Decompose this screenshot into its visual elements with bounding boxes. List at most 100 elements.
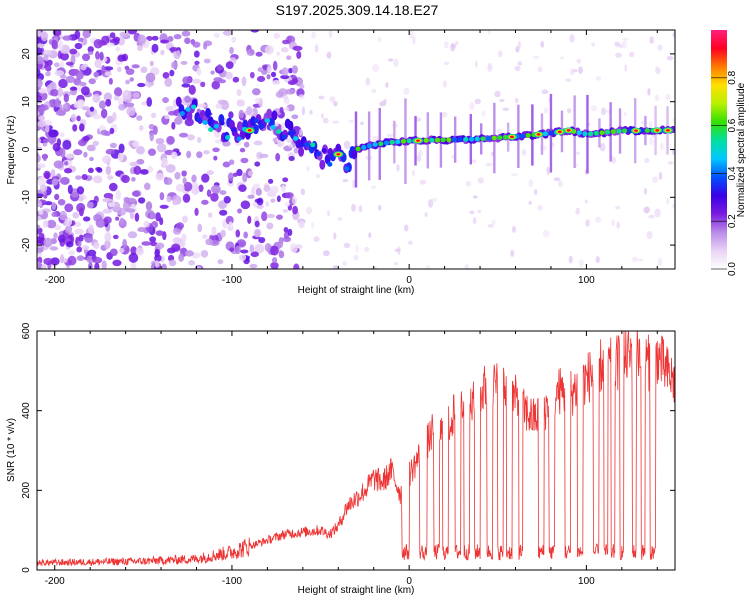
spectrogram-noise-blob <box>173 33 182 40</box>
spectrogram-noise-blob <box>236 168 243 177</box>
spectrogram-faint-blob <box>355 244 359 253</box>
colorbar-gradient <box>711 30 727 269</box>
spectrogram-noise-blob <box>88 78 96 85</box>
spectrogram-noise-blob <box>182 76 191 84</box>
spectrogram-noise-blob <box>92 256 103 264</box>
spectrogram-noise-blob <box>219 209 228 216</box>
spectrogram-noise-blob <box>52 142 61 152</box>
spectrogram-noise-blob <box>75 175 82 180</box>
spectrogram-faint-blob <box>611 156 616 164</box>
spectrogram-noise-blob <box>223 196 231 204</box>
spectrogram-noise-blob <box>181 83 191 88</box>
spectrogram-noise-blob <box>285 88 296 95</box>
spectrogram-noise-blob <box>264 45 274 55</box>
spectrogram-noise-blob <box>249 244 255 253</box>
spectrogram-noise-blob <box>254 229 261 238</box>
spectrogram-faint-blob <box>318 95 325 100</box>
spectrogram-faint-blob <box>622 37 629 41</box>
spectrogram-ridge-core <box>208 127 214 132</box>
spectrogram-noise-blob <box>196 151 203 159</box>
spectrogram-noise-blob <box>256 75 266 82</box>
spectrogram-ridge-core <box>344 166 350 172</box>
spectrogram-noise-blob <box>112 259 122 267</box>
spectrogram-noise-blob <box>43 237 53 248</box>
spectrogram-noise-blob <box>145 201 153 211</box>
spectrogram-faint-blob <box>427 198 434 208</box>
spectrogram-ridge-base <box>250 116 257 127</box>
spectrogram-faint-blob <box>291 196 298 205</box>
spectrogram-noise-blob <box>59 132 65 138</box>
spectrogram-noise-blob <box>105 165 112 176</box>
spectrogram-noise-blob <box>283 227 289 233</box>
spectrogram-noise-blob <box>37 142 41 147</box>
spectrogram-noise-blob <box>278 239 284 248</box>
spectrogram-faint-blob <box>557 180 563 188</box>
spectrogram-noise-blob <box>229 247 235 252</box>
snr-y-label: SNR (10 * v/v) <box>6 418 17 482</box>
spectrogram-noise-blob <box>76 255 85 262</box>
spectrogram-noise-blob <box>211 226 217 236</box>
spectrogram-faint-blob <box>615 52 622 58</box>
spectrogram-faint-blob <box>288 143 294 148</box>
spectrogram-ridge-core <box>230 127 236 133</box>
spectrogram-noise-blob <box>125 79 131 85</box>
spectrogram-noise-blob <box>236 239 247 248</box>
spectrogram-noise-blob <box>147 165 154 173</box>
spectrogram-noise-blob <box>149 60 154 67</box>
spectrogram-noise-blob <box>160 49 165 56</box>
snr-series-line <box>37 331 675 567</box>
spectrogram-noise-blob <box>87 249 97 257</box>
spectrogram-noise-blob <box>206 189 212 197</box>
spectrogram-noise-blob <box>93 175 103 184</box>
spectrogram-noise-blob <box>65 61 74 66</box>
spectrogram-faint-blob <box>351 203 356 212</box>
spectrogram-faint-blob <box>298 129 303 136</box>
snr-frame <box>36 330 676 571</box>
spectrogram-noise-blob <box>67 184 73 195</box>
spectrogram-noise-blob <box>72 211 80 219</box>
colorbar-ticks: 0.0 0.2 0.4 0.6 0.8 <box>711 70 738 276</box>
spectrogram-noise-blob <box>128 252 139 263</box>
spectrogram-noise-blob <box>266 222 274 230</box>
spectrogram-faint-blob <box>648 214 655 219</box>
spectrogram-noise-blob <box>59 210 67 221</box>
spectrogram-faint-blob <box>671 203 675 209</box>
spectrogram-noise-blob <box>188 260 196 266</box>
spectrogram-noise-blob <box>184 95 191 103</box>
spectrogram-faint-blob <box>510 173 518 177</box>
spectrogram-noise-blob <box>272 79 281 85</box>
spectrogram-faint-blob <box>464 263 469 269</box>
spectrogram-faint-blob <box>646 230 653 240</box>
spectrogram-ridge-core <box>599 130 605 136</box>
spectrogram-noise-blob <box>109 32 116 39</box>
spectrogram-ridge-base <box>271 110 278 121</box>
spectrogram-faint-blob <box>658 171 663 181</box>
spectrogram-noise-blob <box>53 62 60 68</box>
spectrogram-faint-blob <box>385 82 389 88</box>
spectrogram-noise-blob <box>151 43 159 53</box>
spectrogram-faint-blob <box>284 201 291 207</box>
spectrogram-noise-blob <box>80 64 87 71</box>
spectrogram-noise-blob <box>168 110 177 116</box>
spectrogram-noise-blob <box>45 124 50 133</box>
spectrogram-ridge-core <box>542 131 548 137</box>
spectrogram-ridge-core <box>468 136 475 142</box>
spectrogram-faint-blob <box>537 204 544 211</box>
spectrogram-noise-blob <box>112 111 117 122</box>
spectrogram-noise-blob <box>94 59 102 68</box>
spectrogram-noise-blob <box>58 78 68 89</box>
spectrogram-noise-blob <box>87 46 95 53</box>
spectrogram-faint-blob <box>497 50 503 58</box>
spectrogram-noise-blob <box>76 71 84 80</box>
spectrogram-noise-blob <box>293 147 299 154</box>
spectrogram-noise-blob <box>118 104 126 111</box>
spectrogram-noise-blob <box>280 47 289 53</box>
spectrogram-noise-blob <box>234 245 241 255</box>
spectrogram-noise-blob <box>74 42 83 50</box>
colorbar-tick-label: 0.8 <box>727 70 738 84</box>
spectrogram-noise-blob <box>59 254 65 264</box>
spectrogram-ridge-base <box>236 121 243 132</box>
spectrogram-noise-blob <box>200 81 206 88</box>
spectrogram-noise-blob <box>194 60 200 65</box>
